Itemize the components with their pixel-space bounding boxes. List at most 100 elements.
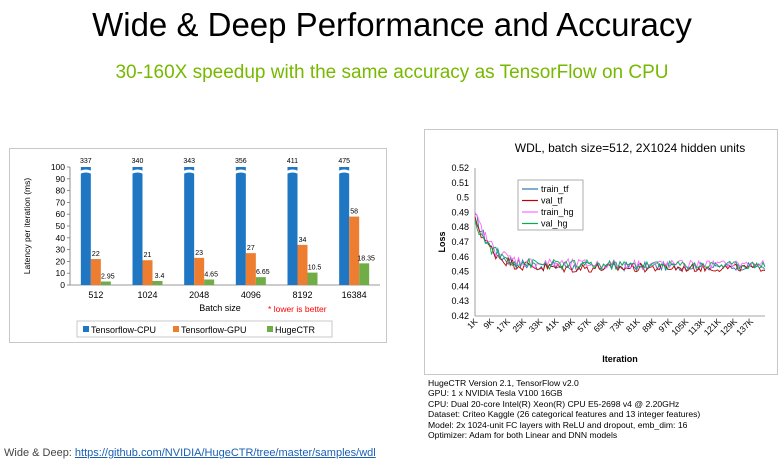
axis-break-mark	[131, 169, 144, 174]
x-tick-label: 33K	[527, 316, 545, 334]
bar-value-label: 21	[144, 252, 152, 259]
x-tick-label: 8192	[292, 290, 312, 300]
axis-break-mark	[286, 169, 299, 174]
x-tick-label: 65K	[591, 316, 609, 334]
x-tick-label: 105K	[669, 316, 690, 337]
config-info: HugeCTR Version 2.1, TensorFlow v2.0 GPU…	[428, 378, 700, 440]
legend	[76, 320, 333, 338]
x-tick-label: 81K	[624, 316, 642, 334]
bar-value-label: 2.95	[101, 274, 115, 281]
bar-tensorflow-gpu	[245, 253, 256, 285]
y-tick-label: 0.42	[451, 311, 469, 321]
bar-value-label: 3.4	[155, 273, 165, 280]
bar-value-label: 343	[183, 158, 195, 165]
y-tick-label: 0.48	[451, 222, 469, 232]
x-tick-label: 121K	[702, 316, 723, 337]
bar-value-label: 27	[247, 245, 255, 252]
bar-value-label: 34	[299, 237, 307, 244]
info-line: HugeCTR Version 2.1, TensorFlow v2.0	[428, 378, 579, 388]
y-tick-label: 70	[56, 197, 66, 207]
x-tick-label: 49K	[559, 316, 577, 334]
legend-label: Tensorflow-CPU	[91, 325, 156, 335]
bar-tensorflow-cpu	[235, 167, 246, 285]
x-tick-label: 16384	[342, 290, 367, 300]
y-tick-label: 60	[56, 209, 66, 219]
axis-break-mark	[79, 169, 92, 174]
info-line: Optimizer: Adam for both Linear and DNN …	[428, 430, 618, 441]
legend-swatch	[83, 326, 89, 332]
bar-value-label: 18.35	[357, 255, 375, 262]
legend-label: val_hg	[541, 219, 568, 229]
bar-hugectr	[204, 279, 215, 285]
series-line-val_hg	[474, 219, 766, 271]
legend-swatch	[267, 326, 273, 332]
bar-tensorflow-gpu	[90, 259, 101, 285]
y-tick-label: 0.49	[451, 207, 469, 217]
info-line: Dataset: Criteo Kaggle (26 categorical f…	[428, 409, 701, 420]
bar-tensorflow-cpu	[287, 167, 298, 285]
lower-is-better-note: * lower is better	[268, 304, 327, 314]
bar-hugectr	[152, 280, 163, 285]
info-line: GPU: 1 x NVIDIA Tesla V100 16GB	[428, 388, 563, 399]
x-tick-label: 129K	[718, 316, 739, 337]
bar-tensorflow-gpu	[194, 257, 205, 285]
y-axis-label: Loss	[437, 231, 447, 252]
y-tick-label: 30	[56, 245, 66, 255]
page-subtitle: 30-160X speedup with the same accuracy a…	[115, 62, 669, 83]
x-tick-label: 73K	[608, 316, 626, 334]
x-tick-label: 25K	[510, 316, 528, 334]
footer-prefix: Wide & Deep:	[4, 447, 75, 459]
legend-label: train_hg	[541, 207, 574, 217]
x-tick-label: 4096	[241, 290, 261, 300]
bar-tensorflow-cpu	[184, 167, 195, 285]
legend	[517, 179, 584, 231]
y-tick-label: 50	[56, 221, 66, 231]
x-axis-label: Iteration	[602, 354, 638, 364]
y-tick-label: 10	[56, 268, 66, 278]
axis-break-mark	[338, 169, 351, 174]
latency-chart-panel: 0 10 20 30 40 50 60 70 80 90 100 Latency per iterat…	[9, 148, 387, 343]
y-tick-label: 0.47	[451, 237, 469, 247]
y-tick-label: 40	[56, 233, 66, 243]
y-tick-label: 0.43	[451, 296, 469, 306]
bar-value-label: 23	[195, 250, 203, 257]
axis-break-mark	[183, 169, 196, 174]
axis-break-mark	[234, 169, 247, 174]
y-tick-label: 0.46	[451, 252, 469, 262]
x-tick-label: 113K	[686, 316, 707, 337]
x-tick-label: 2048	[189, 290, 209, 300]
legend-swatch	[173, 326, 179, 332]
bar-hugectr	[255, 277, 266, 285]
bar-value-label: 356	[235, 158, 247, 165]
legend-label: val_tf	[541, 196, 563, 206]
bar-value-label: 22	[92, 251, 100, 258]
y-tick-label: 90	[56, 174, 66, 184]
bar-tensorflow-gpu	[297, 244, 308, 285]
y-tick-label: 0.5	[456, 193, 469, 203]
x-tick-label: 89K	[640, 316, 658, 334]
bar-value-label: 10.5	[308, 265, 322, 272]
bar-value-label: 4.65	[204, 272, 218, 279]
github-link[interactable]: https://github.com/NVIDIA/HugeCTR/tree/m…	[74, 447, 376, 459]
legend-label: train_tf	[541, 184, 569, 194]
bar-tensorflow-cpu	[132, 167, 143, 285]
x-tick-label: 57K	[575, 316, 593, 334]
info-line: Model: 2x 1024-unit FC layers with ReLU …	[428, 419, 688, 430]
loss-line-chart: WDL, batch size=512, 2X1024 hidden units…	[437, 141, 766, 364]
legend-label: HugeCTR	[275, 325, 316, 335]
bar-hugectr	[359, 263, 370, 285]
y-tick-label: 0.44	[451, 281, 469, 291]
info-line: CPU: Dual 20-core Intel(R) Xeon(R) CPU E…	[428, 398, 680, 409]
bar-value-label: 475	[338, 158, 350, 165]
y-tick-label: 20	[56, 256, 66, 266]
bar-hugectr	[307, 272, 318, 285]
loss-chart-title: WDL, batch size=512, 2X1024 hidden units	[515, 141, 745, 155]
footer: Wide & Deep: https://github.com/NVIDIA/H…	[4, 447, 376, 459]
bar-value-label: 340	[132, 158, 144, 165]
bar-tensorflow-gpu	[142, 260, 153, 285]
x-tick-label: 17K	[494, 316, 512, 334]
bar-tensorflow-cpu	[339, 167, 350, 285]
page-title: Wide & Deep Performance and Accuracy	[92, 6, 692, 43]
bar-tensorflow-cpu	[80, 167, 91, 285]
